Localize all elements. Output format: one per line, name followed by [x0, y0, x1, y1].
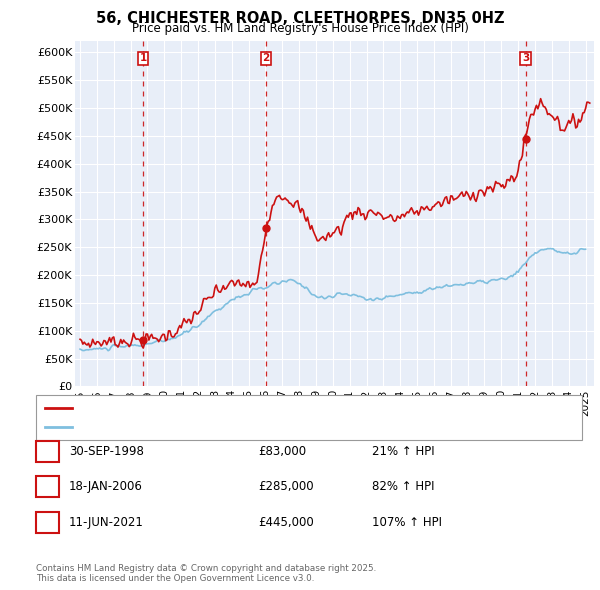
Text: 21% ↑ HPI: 21% ↑ HPI [372, 445, 434, 458]
Text: HPI: Average price, detached house, North East Lincolnshire: HPI: Average price, detached house, Nort… [77, 422, 391, 432]
Text: £83,000: £83,000 [258, 445, 306, 458]
Text: 1: 1 [43, 445, 52, 458]
Text: 11-JUN-2021: 11-JUN-2021 [69, 516, 144, 529]
Text: £285,000: £285,000 [258, 480, 314, 493]
Text: 1: 1 [140, 53, 147, 63]
Text: 18-JAN-2006: 18-JAN-2006 [69, 480, 143, 493]
Text: Contains HM Land Registry data © Crown copyright and database right 2025.
This d: Contains HM Land Registry data © Crown c… [36, 563, 376, 583]
Text: 56, CHICHESTER ROAD, CLEETHORPES, DN35 0HZ (detached house): 56, CHICHESTER ROAD, CLEETHORPES, DN35 0… [77, 403, 433, 412]
Text: 82% ↑ HPI: 82% ↑ HPI [372, 480, 434, 493]
Text: 2: 2 [262, 53, 270, 63]
Text: 56, CHICHESTER ROAD, CLEETHORPES, DN35 0HZ: 56, CHICHESTER ROAD, CLEETHORPES, DN35 0… [96, 11, 504, 25]
Text: 3: 3 [43, 516, 52, 529]
Text: 2: 2 [43, 480, 52, 493]
Text: 3: 3 [522, 53, 529, 63]
Text: Price paid vs. HM Land Registry's House Price Index (HPI): Price paid vs. HM Land Registry's House … [131, 22, 469, 35]
Text: 30-SEP-1998: 30-SEP-1998 [69, 445, 144, 458]
Text: £445,000: £445,000 [258, 516, 314, 529]
Text: 107% ↑ HPI: 107% ↑ HPI [372, 516, 442, 529]
